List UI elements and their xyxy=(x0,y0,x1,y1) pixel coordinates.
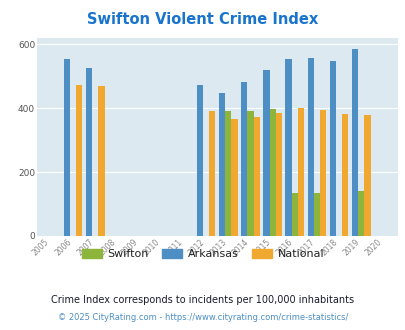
Bar xyxy=(313,193,319,236)
Bar xyxy=(196,85,202,236)
Bar xyxy=(218,93,225,236)
Bar xyxy=(291,193,297,236)
Bar xyxy=(247,112,253,236)
Bar xyxy=(253,117,259,236)
Bar xyxy=(231,119,237,236)
Bar xyxy=(269,109,275,236)
Bar xyxy=(263,70,269,236)
Bar xyxy=(241,82,247,236)
Bar xyxy=(275,113,281,236)
Text: Crime Index corresponds to incidents per 100,000 inhabitants: Crime Index corresponds to incidents per… xyxy=(51,295,354,305)
Bar xyxy=(364,115,370,236)
Bar xyxy=(329,61,335,236)
Bar xyxy=(225,112,231,236)
Bar xyxy=(319,110,326,236)
Bar xyxy=(64,59,70,236)
Bar xyxy=(341,114,347,236)
Bar xyxy=(98,86,104,236)
Bar xyxy=(86,68,92,236)
Text: © 2025 CityRating.com - https://www.cityrating.com/crime-statistics/: © 2025 CityRating.com - https://www.city… xyxy=(58,313,347,322)
Bar xyxy=(307,58,313,236)
Bar xyxy=(351,49,357,236)
Bar xyxy=(285,59,291,236)
Bar xyxy=(76,84,82,236)
Bar xyxy=(297,108,303,236)
Bar xyxy=(357,191,364,236)
Bar xyxy=(209,112,215,236)
Legend: Swifton, Arkansas, National: Swifton, Arkansas, National xyxy=(77,244,328,263)
Text: Swifton Violent Crime Index: Swifton Violent Crime Index xyxy=(87,12,318,26)
